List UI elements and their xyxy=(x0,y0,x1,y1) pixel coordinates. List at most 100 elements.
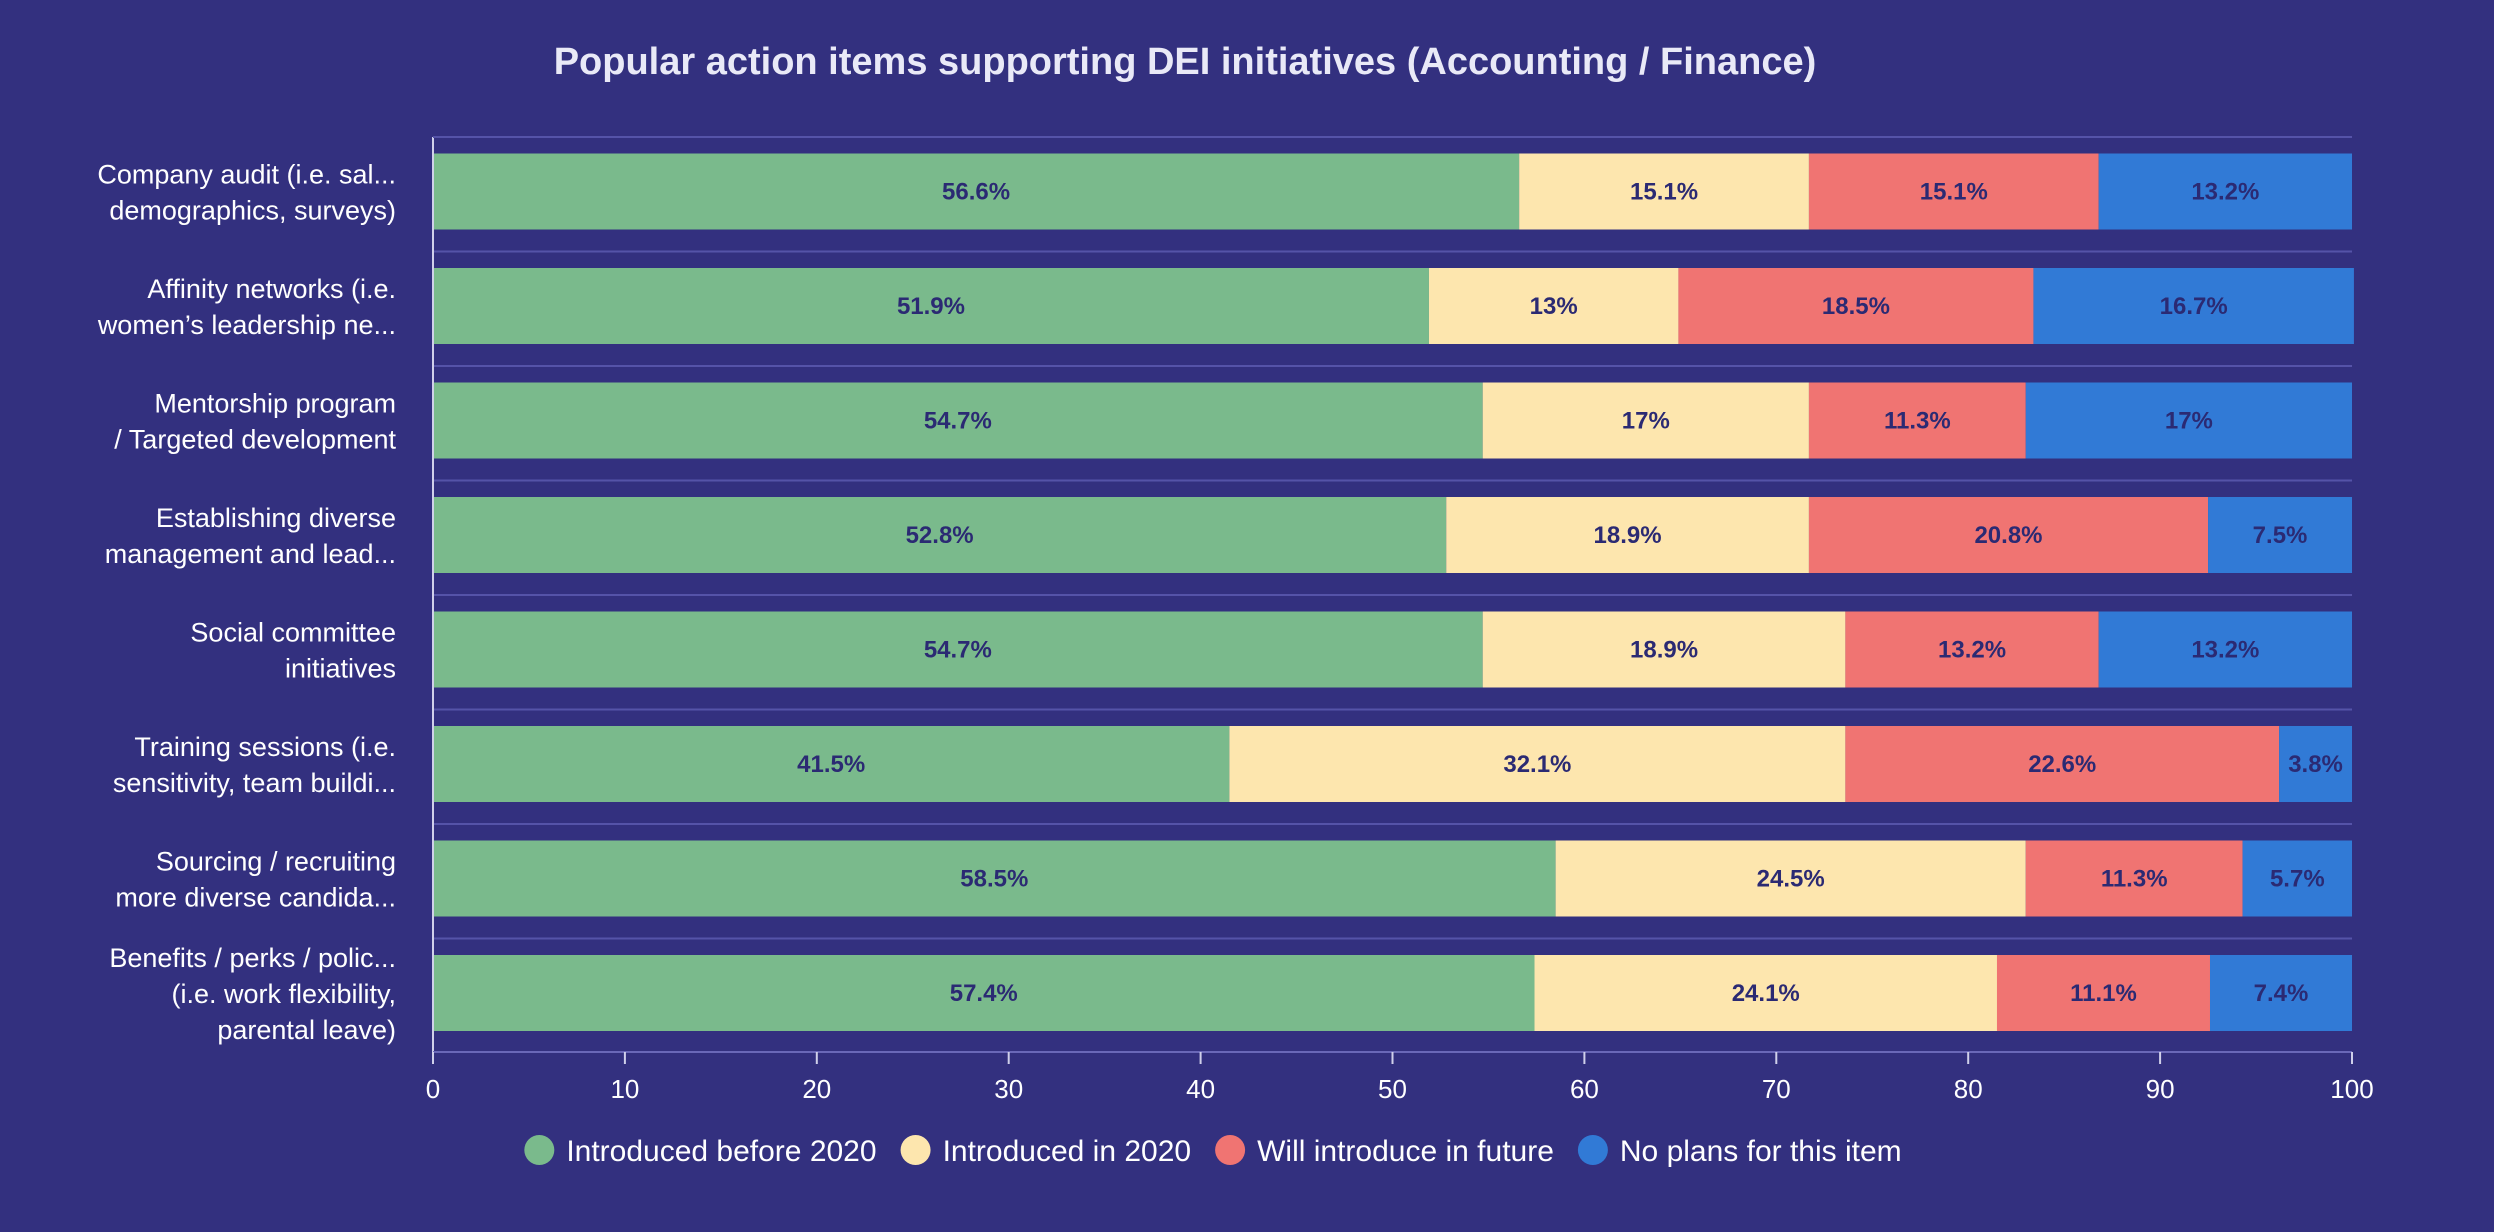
category-label: Sourcing / recruiting more diverse candid… xyxy=(115,847,396,913)
category-label-line: Company audit (i.e. sal... xyxy=(97,160,396,190)
bar-segment[interactable] xyxy=(2209,955,2352,1031)
bar-value-label: 58.5% xyxy=(960,866,1028,893)
row-separators xyxy=(433,136,2352,940)
bar-segment[interactable] xyxy=(433,726,1230,802)
category-label-line: initiatives xyxy=(285,654,396,684)
bar-segment[interactable] xyxy=(1482,382,1809,459)
bar-segment[interactable] xyxy=(2208,497,2352,573)
legend-swatch xyxy=(1215,1135,1246,1165)
chart-title: Popular action items supporting DEI init… xyxy=(554,41,1817,83)
category-label: Affinity networks (i.e. women’s leadershi… xyxy=(97,274,396,340)
x-tick-label: 60 xyxy=(1570,1074,1599,1104)
bar-value-label: 56.6% xyxy=(942,179,1010,206)
x-tick-label: 90 xyxy=(2146,1074,2175,1104)
bar-segment[interactable] xyxy=(433,268,1429,344)
bar-segment[interactable] xyxy=(433,955,1535,1031)
category-label: Mentorship program / Targeted development xyxy=(114,389,396,455)
bar-segment[interactable] xyxy=(1808,153,2099,230)
bar-segment[interactable] xyxy=(1534,955,1997,1031)
bar-segment[interactable] xyxy=(1678,268,2034,344)
x-tick-label: 80 xyxy=(1954,1074,1983,1104)
bar-segment[interactable] xyxy=(1808,382,2026,459)
bar-segment[interactable] xyxy=(1808,497,2209,573)
bar-segment[interactable] xyxy=(1555,840,2026,917)
bar-value-label: 54.7% xyxy=(924,408,992,435)
bar-segment[interactable] xyxy=(433,153,1520,230)
category-label-line: Benefits / perks / polic... xyxy=(109,943,396,973)
bar-value-label: 32.1% xyxy=(1503,751,1571,778)
bar-value-label: 20.8% xyxy=(1974,522,2042,549)
bar-segment[interactable] xyxy=(2025,840,2243,917)
bar-segment[interactable] xyxy=(1446,497,1809,573)
category-label: Establishing diverse management and lead.… xyxy=(105,503,396,569)
bar-value-label: 13.2% xyxy=(2191,179,2259,206)
bar-value-label: 7.4% xyxy=(2254,980,2309,1007)
bar-segment[interactable] xyxy=(1845,726,2280,802)
legend-item[interactable]: No plans for this item xyxy=(1577,1135,1902,1168)
bar-segment[interactable] xyxy=(2098,153,2352,230)
bar-segment[interactable] xyxy=(1519,153,1809,230)
category-label-line: demographics, surveys) xyxy=(109,196,396,226)
bar-segment[interactable] xyxy=(2025,382,2352,459)
bar-value-label: 18.9% xyxy=(1594,522,1662,549)
bar-value-label: 13.2% xyxy=(2191,637,2259,664)
legend-label: Introduced before 2020 xyxy=(566,1135,876,1168)
bar-segment[interactable] xyxy=(2242,840,2352,917)
bar-value-label: 13% xyxy=(1530,293,1578,320)
legend-item[interactable]: Introduced before 2020 xyxy=(524,1135,877,1168)
legend-swatch xyxy=(1577,1135,1608,1165)
category-label: Company audit (i.e. sal... demographics, … xyxy=(97,160,396,226)
bar-value-label: 3.8% xyxy=(2288,751,2343,778)
category-label-line: Affinity networks (i.e. xyxy=(147,274,396,304)
bar-value-label: 52.8% xyxy=(906,522,974,549)
x-tick-label: 30 xyxy=(994,1074,1023,1104)
bar-segment[interactable] xyxy=(2033,268,2354,344)
legend-label: No plans for this item xyxy=(1620,1135,1902,1168)
bar-value-label: 5.7% xyxy=(2270,866,2325,893)
bar-value-label: 51.9% xyxy=(897,293,965,320)
bar-value-label: 11.3% xyxy=(2101,866,2168,893)
x-tick-label: 10 xyxy=(610,1074,639,1104)
category-label: Training sessions (i.e. sensitivity, team… xyxy=(113,732,396,798)
bar-segment[interactable] xyxy=(1482,611,1846,688)
category-label-line: Establishing diverse xyxy=(156,503,396,533)
x-tick-label: 70 xyxy=(1762,1074,1791,1104)
bar-segment[interactable] xyxy=(1428,268,1679,344)
category-label-line: management and lead... xyxy=(105,539,396,569)
bar-value-label: 22.6% xyxy=(2028,751,2096,778)
legend-item[interactable]: Will introduce in future xyxy=(1215,1135,1554,1168)
bar-segment[interactable] xyxy=(2279,726,2352,802)
x-tick-label: 100 xyxy=(2330,1074,2373,1104)
category-label-line: Mentorship program xyxy=(154,389,396,419)
legend-label: Will introduce in future xyxy=(1257,1135,1554,1168)
category-label-line: Training sessions (i.e. xyxy=(134,732,396,762)
bar-value-label: 15.1% xyxy=(1920,179,1988,206)
legend-swatch xyxy=(524,1135,555,1165)
bar-segment[interactable] xyxy=(1996,955,2210,1031)
bar-value-label: 18.5% xyxy=(1822,293,1890,320)
x-tick-label: 20 xyxy=(802,1074,831,1104)
category-label-line: more diverse candida... xyxy=(115,883,396,913)
bar-value-label: 24.5% xyxy=(1757,866,1825,893)
bar-value-label: 15.1% xyxy=(1630,179,1698,206)
category-label-line: (i.e. work flexibility, xyxy=(171,979,396,1009)
bar-value-label: 17% xyxy=(1622,408,1670,435)
bar-segment[interactable] xyxy=(433,840,1556,917)
x-tick-label: 40 xyxy=(1186,1074,1215,1104)
category-label-line: / Targeted development xyxy=(114,425,396,455)
bar-segment[interactable] xyxy=(433,382,1483,459)
bar-segment[interactable] xyxy=(2098,611,2352,688)
bar-value-label: 17% xyxy=(2165,408,2213,435)
bar-value-label: 7.5% xyxy=(2253,522,2308,549)
legend[interactable]: Introduced before 2020 Introduced in 2020… xyxy=(524,1135,1902,1168)
bar-segment[interactable] xyxy=(433,497,1447,573)
bar-segment[interactable] xyxy=(1845,611,2099,688)
bar-segment[interactable] xyxy=(1229,726,1846,802)
bar-value-label: 11.1% xyxy=(2070,980,2137,1007)
bar-value-label: 13.2% xyxy=(1938,637,2006,664)
category-label-line: Sourcing / recruiting xyxy=(156,847,396,877)
bar-segment[interactable] xyxy=(433,611,1483,688)
legend-item[interactable]: Introduced in 2020 xyxy=(900,1135,1192,1168)
